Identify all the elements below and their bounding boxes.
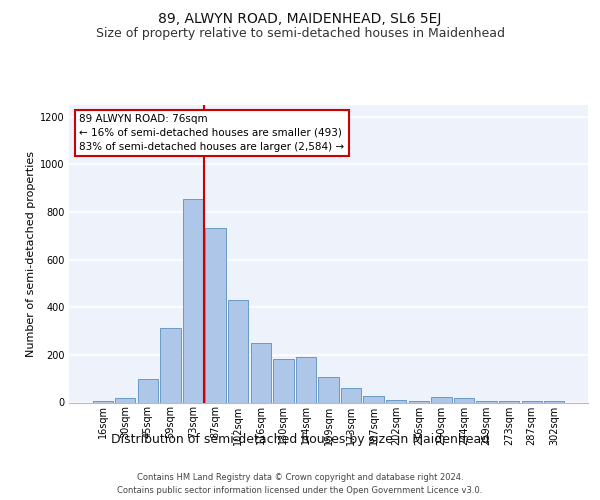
Bar — [251, 343, 271, 402]
Bar — [205, 228, 226, 402]
Text: 89 ALWYN ROAD: 76sqm
← 16% of semi-detached houses are smaller (493)
83% of semi: 89 ALWYN ROAD: 76sqm ← 16% of semi-detac… — [79, 114, 344, 152]
Bar — [115, 398, 136, 402]
Text: Contains HM Land Registry data © Crown copyright and database right 2024.: Contains HM Land Registry data © Crown c… — [137, 472, 463, 482]
Text: Size of property relative to semi-detached houses in Maidenhead: Size of property relative to semi-detach… — [95, 28, 505, 40]
Bar — [228, 300, 248, 402]
Bar — [319, 377, 338, 402]
Bar — [431, 398, 452, 402]
Bar — [296, 358, 316, 403]
Bar — [92, 400, 113, 402]
Bar — [364, 396, 384, 402]
Y-axis label: Number of semi-detached properties: Number of semi-detached properties — [26, 151, 36, 357]
Bar — [341, 388, 361, 402]
Bar — [138, 378, 158, 402]
Bar — [273, 359, 293, 403]
Text: 89, ALWYN ROAD, MAIDENHEAD, SL6 5EJ: 89, ALWYN ROAD, MAIDENHEAD, SL6 5EJ — [158, 12, 442, 26]
Text: Contains public sector information licensed under the Open Government Licence v3: Contains public sector information licen… — [118, 486, 482, 495]
Bar — [454, 398, 474, 402]
Text: Distribution of semi-detached houses by size in Maidenhead: Distribution of semi-detached houses by … — [111, 432, 489, 446]
Bar — [160, 328, 181, 402]
Bar — [386, 400, 406, 402]
Bar — [183, 199, 203, 402]
